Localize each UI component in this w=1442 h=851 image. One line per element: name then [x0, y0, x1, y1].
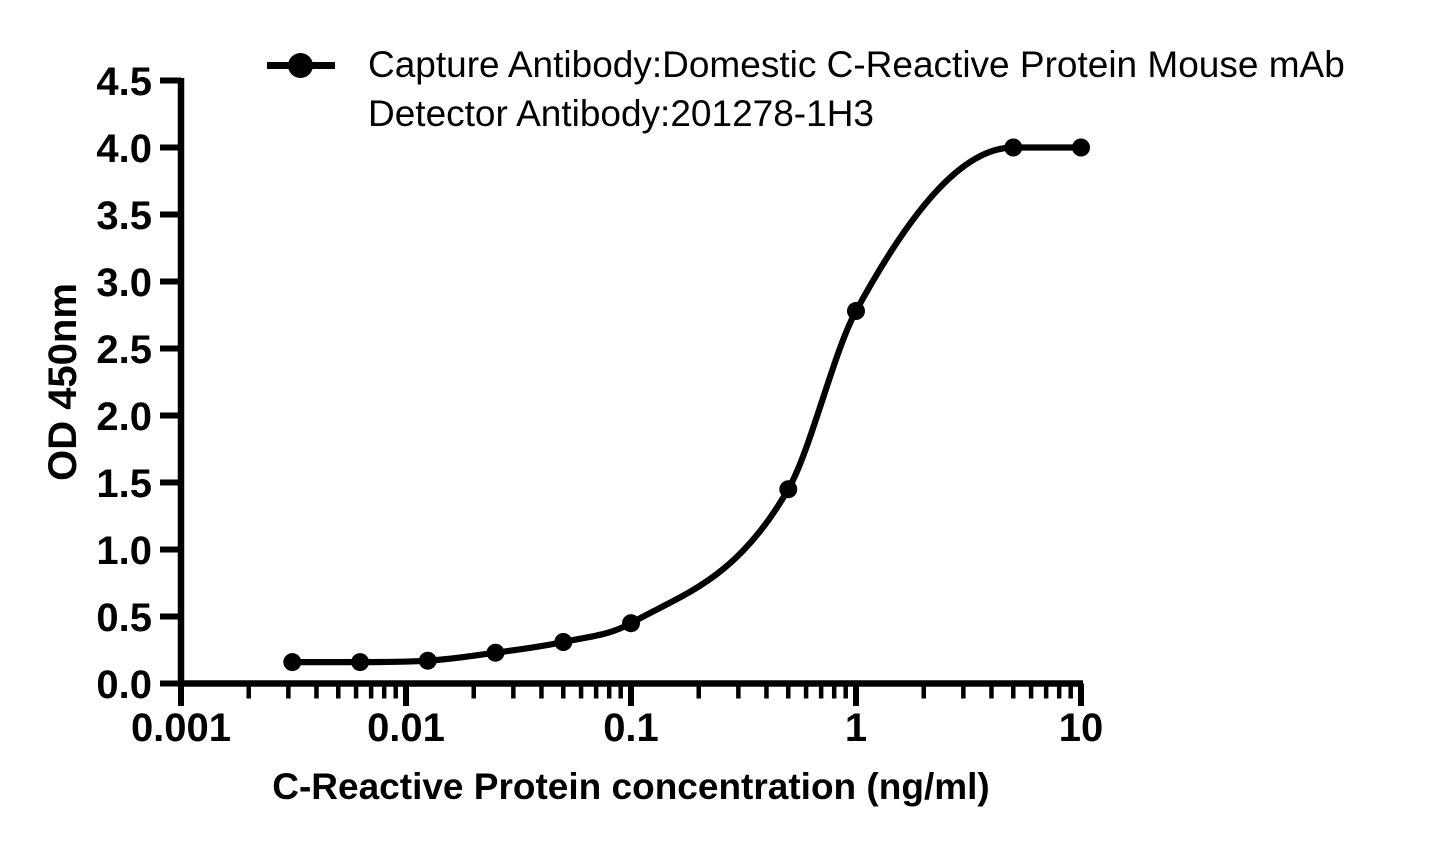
y-tick-label: 3.0: [96, 261, 152, 305]
y-tick-label: 1.0: [96, 529, 152, 573]
y-tick-label: 0.0: [96, 663, 152, 707]
data-point-marker: [847, 302, 865, 320]
legend-marker: [267, 53, 335, 78]
x-tick-label: 10: [1059, 706, 1104, 750]
data-point-marker: [554, 633, 573, 651]
data-point-marker: [1004, 138, 1023, 157]
y-tick-label: 1.5: [96, 462, 152, 506]
legend-marker-dot-icon: [288, 53, 313, 78]
data-points: [283, 138, 1090, 672]
data-point-marker: [1072, 138, 1090, 157]
y-axis-title: OD 450nm: [41, 283, 85, 481]
y-tick-label: 2.5: [96, 328, 152, 372]
x-tick-label: 1: [845, 706, 867, 750]
y-tick-label: 4.5: [96, 60, 152, 104]
fit-curve: [289, 144, 1085, 666]
x-tick-label: 0.1: [603, 706, 659, 750]
data-point-marker: [283, 653, 302, 672]
fit-curve-path: [289, 144, 1085, 666]
tick-labels: 0.0 0.5 1.0 1.5 2.0 2.5 3.0 3.5 4.0 4.5 0.001 0.01 0…: [96, 60, 1103, 750]
data-point-marker: [779, 480, 798, 499]
data-point-marker: [622, 614, 640, 633]
y-tick-label: 4.0: [96, 127, 152, 171]
axes: [177, 78, 1083, 687]
y-tick-label: 3.5: [96, 194, 152, 238]
data-point-marker: [486, 643, 505, 662]
legend: Capture Antibody:Domestic C-Reactive Pro…: [0, 0, 1442, 160]
data-point-marker: [418, 651, 437, 670]
legend-text: Capture Antibody:Domestic C-Reactive Pro…: [368, 40, 1345, 138]
x-tick-label: 0.001: [131, 706, 231, 750]
tick-marks: [160, 77, 1084, 706]
data-point-marker: [351, 653, 370, 672]
y-tick-label: 2.0: [96, 395, 152, 439]
legend-entry-line2: Detector Antibody:201278-1H3: [368, 93, 875, 134]
legend-entry-line1: Capture Antibody:Domestic C-Reactive Pro…: [368, 44, 1345, 85]
x-axis-title: C-Reactive Protein concentration (ng/ml): [272, 766, 990, 807]
x-tick-label: 0.01: [367, 706, 445, 750]
y-tick-label: 0.5: [96, 596, 152, 640]
